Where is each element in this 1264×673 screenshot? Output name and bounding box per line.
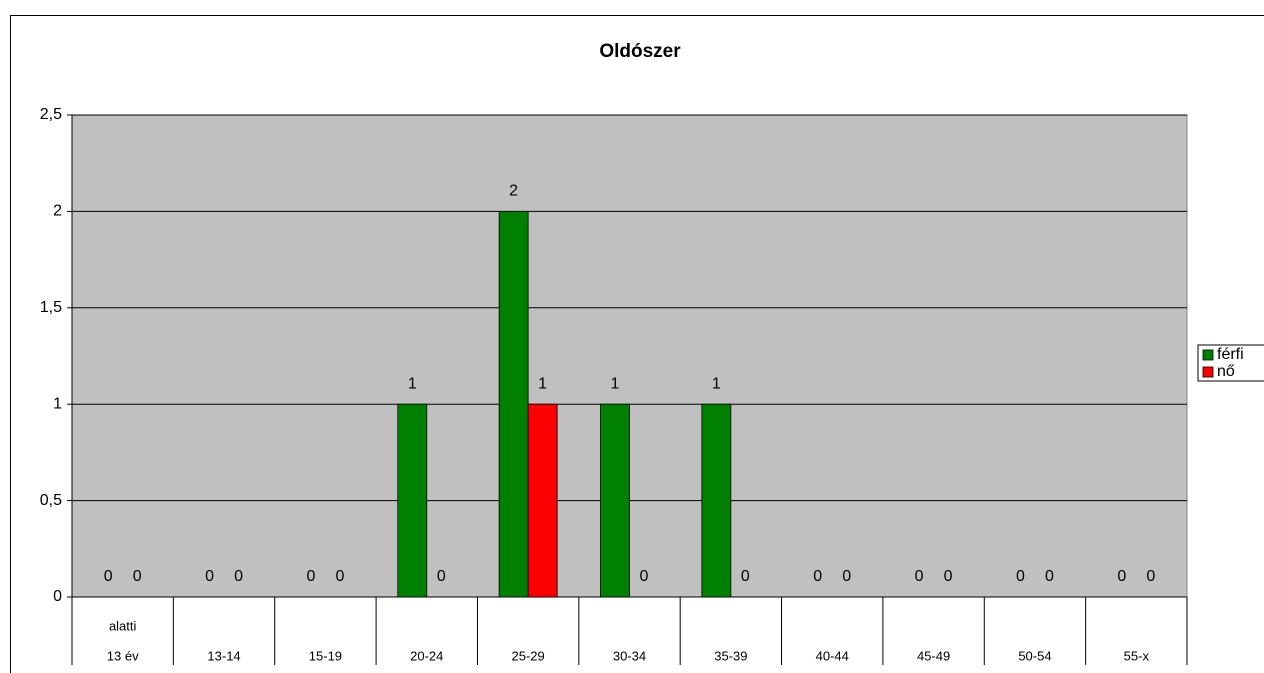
legend-swatch <box>1202 366 1214 378</box>
data-label: 0 <box>437 568 446 585</box>
data-label: 1 <box>538 375 547 392</box>
y-tick-label: 1,5 <box>40 299 62 316</box>
bar <box>701 403 732 598</box>
x-tick-label: alatti <box>109 618 137 633</box>
y-tick-label: 0 <box>53 588 62 605</box>
data-label: 0 <box>944 568 953 585</box>
data-label: 1 <box>611 375 620 392</box>
data-label: 0 <box>104 568 113 585</box>
bar <box>527 403 558 598</box>
y-tick-label: 2,5 <box>40 106 62 123</box>
data-label: 0 <box>1045 568 1054 585</box>
x-tick-label: 40-44 <box>816 648 849 663</box>
data-label: 0 <box>1146 568 1155 585</box>
data-label: 0 <box>306 568 315 585</box>
data-label: 0 <box>741 568 750 585</box>
data-label: 0 <box>842 568 851 585</box>
data-label: 0 <box>1016 568 1025 585</box>
data-label: 1 <box>712 375 721 392</box>
legend-label: férfi <box>1217 346 1244 363</box>
data-label: 0 <box>813 568 822 585</box>
x-tick-label: 35-39 <box>714 648 747 663</box>
data-label: 0 <box>335 568 344 585</box>
data-label: 0 <box>1117 568 1126 585</box>
data-label: 0 <box>205 568 214 585</box>
x-tick-label: 25-29 <box>512 648 545 663</box>
bar <box>397 403 428 598</box>
x-tick-label: 13-14 <box>207 648 240 663</box>
x-tick-label: 13 év <box>107 648 139 663</box>
x-tick-label: 30-34 <box>613 648 646 663</box>
data-label: 2 <box>509 183 518 200</box>
bar <box>498 210 529 598</box>
y-tick-label: 0,5 <box>40 492 62 509</box>
data-label: 0 <box>640 568 649 585</box>
y-tick-label: 2 <box>53 203 62 220</box>
legend-swatch <box>1202 349 1214 361</box>
x-tick-label: 50-54 <box>1018 648 1051 663</box>
data-label: 1 <box>408 375 417 392</box>
bar <box>600 403 630 598</box>
data-label: 0 <box>234 568 243 585</box>
legend-label: nő <box>1217 363 1235 380</box>
x-tick-label: 15-19 <box>309 648 342 663</box>
chart-title: Oldószer <box>599 41 681 62</box>
data-label: 0 <box>915 568 924 585</box>
data-label: 0 <box>133 568 142 585</box>
y-tick-label: 1 <box>53 395 62 412</box>
x-tick-label: 45-49 <box>917 648 950 663</box>
x-tick-label: 55-x <box>1124 648 1150 663</box>
x-tick-label: 20-24 <box>410 648 443 663</box>
